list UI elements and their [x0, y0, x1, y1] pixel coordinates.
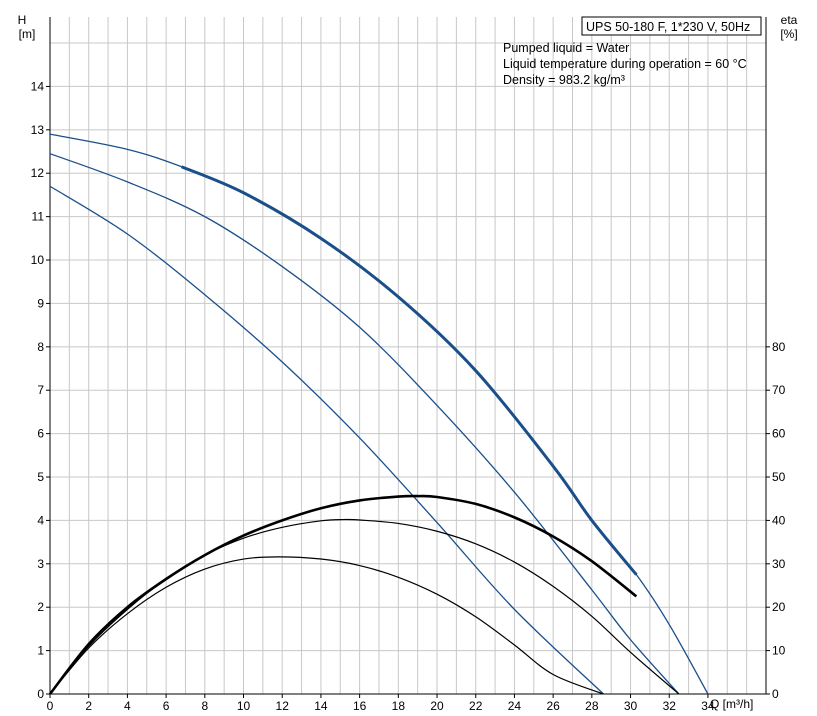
chart-title: UPS 50-180 F, 1*230 V, 50Hz [586, 20, 750, 34]
axes [46, 17, 770, 698]
y-left-tick-label: 11 [32, 210, 45, 224]
y-right-tick-label: 20 [772, 600, 786, 614]
efficiency-curves [48, 494, 680, 695]
x-tick-label: 30 [624, 699, 638, 713]
tick-labels: 0 2 4 6 8 10 12 14 16 18 20 22 24 26 28 30 32 34012345678… [31, 79, 786, 713]
x-tick-label: 14 [314, 699, 328, 713]
y-right-label-name: eta [781, 13, 798, 27]
y-left-tick-label: 9 [37, 296, 44, 310]
x-tick-label: 4 [124, 699, 131, 713]
y-right-tick-label: 10 [772, 644, 786, 658]
eta-curve-3 [49, 556, 604, 695]
y-left-tick-label: 6 [37, 427, 44, 441]
y-right-tick-label: 50 [772, 470, 786, 484]
y-right-tick-label: 0 [772, 687, 779, 701]
y-left-tick-label: 5 [37, 470, 44, 484]
y-left-label-name: H [18, 13, 27, 27]
x-tick-label: 32 [663, 699, 677, 713]
head-curve-3 [49, 185, 604, 695]
y-left-tick-label: 12 [31, 166, 45, 180]
x-tick-label: 12 [276, 699, 290, 713]
x-tick-label: 34 [701, 699, 715, 713]
x-tick-label: 0 [47, 699, 54, 713]
grid [50, 17, 767, 694]
x-tick-label: 2 [85, 699, 92, 713]
annotation-liquid: Pumped liquid = Water [503, 41, 629, 55]
y-right-tick-label: 60 [772, 427, 786, 441]
x-tick-label: 22 [469, 699, 483, 713]
head-curve-1-operating-range [181, 165, 638, 576]
x-axis-label: Q [m³/h] [710, 697, 753, 711]
x-tick-label: 24 [508, 699, 522, 713]
x-tick-label: 20 [430, 699, 444, 713]
y-right-tick-label: 70 [772, 383, 786, 397]
head-curve-2 [49, 153, 680, 695]
eta-curve-2 [49, 518, 680, 695]
y-left-tick-label: 2 [37, 600, 44, 614]
y-right-label-unit: [%] [780, 27, 797, 41]
y-left-tick-label: 8 [37, 340, 44, 354]
y-right-tick-label: 80 [772, 340, 786, 354]
x-tick-label: 8 [201, 699, 208, 713]
y-left-tick-label: 10 [31, 253, 45, 267]
eta-curve-1 [48, 494, 638, 695]
x-tick-label: 16 [353, 699, 367, 713]
annotation-density: Density = 983.2 kg/m³ [503, 73, 625, 87]
y-left-tick-label: 13 [31, 123, 45, 137]
y-left-tick-label: 0 [37, 687, 44, 701]
x-tick-label: 26 [546, 699, 560, 713]
x-tick-label: 18 [392, 699, 406, 713]
y-left-tick-label: 4 [37, 513, 44, 527]
x-tick-label: 28 [585, 699, 599, 713]
x-tick-label: 10 [237, 699, 251, 713]
head-curves [49, 133, 709, 695]
y-left-tick-label: 14 [31, 79, 45, 93]
y-left-tick-label: 7 [37, 383, 44, 397]
y-left-tick-label: 1 [37, 644, 44, 658]
y-left-tick-label: 3 [37, 557, 44, 571]
y-right-tick-label: 40 [772, 513, 786, 527]
annotation-temperature: Liquid temperature during operation = 60… [503, 57, 747, 71]
y-right-tick-label: 30 [772, 557, 786, 571]
title-box [581, 16, 762, 36]
y-left-label-unit: [m] [19, 27, 36, 41]
x-tick-label: 6 [163, 699, 170, 713]
